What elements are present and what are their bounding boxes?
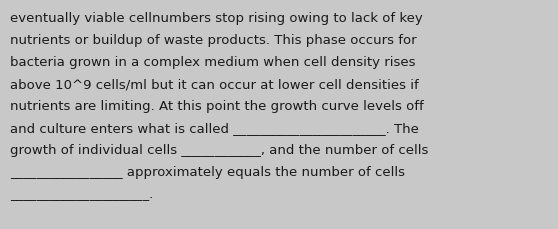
Text: _________________ approximately equals the number of cells: _________________ approximately equals t… — [10, 165, 405, 178]
Text: bacteria grown in a complex medium when cell density rises: bacteria grown in a complex medium when … — [10, 56, 416, 69]
Text: and culture enters what is called _______________________. The: and culture enters what is called ______… — [10, 121, 419, 134]
Text: _____________________.: _____________________. — [10, 187, 153, 200]
Text: eventually viable cellnumbers stop rising owing to lack of key: eventually viable cellnumbers stop risin… — [10, 12, 423, 25]
Text: nutrients or buildup of waste products. This phase occurs for: nutrients or buildup of waste products. … — [10, 34, 417, 47]
Text: growth of individual cells ____________, and the number of cells: growth of individual cells ____________,… — [10, 143, 429, 156]
Text: above 10^9 cells/ml but it can occur at lower cell densities if: above 10^9 cells/ml but it can occur at … — [10, 78, 418, 91]
Text: nutrients are limiting. At this point the growth curve levels off: nutrients are limiting. At this point th… — [10, 100, 424, 112]
